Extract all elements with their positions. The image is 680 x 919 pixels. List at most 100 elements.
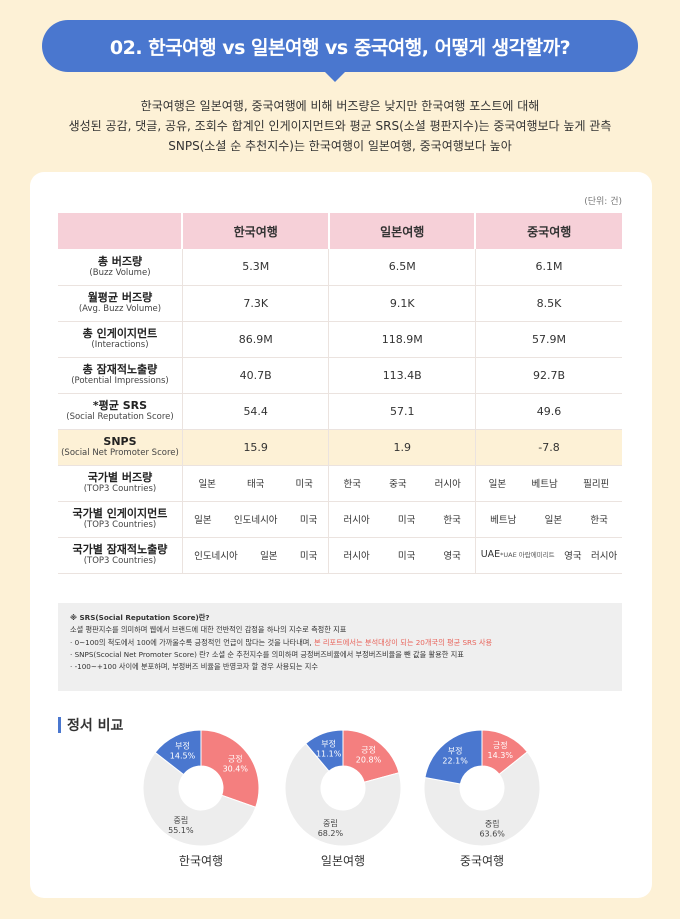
column-header: 일본여행: [327, 213, 476, 249]
country-item: 영국: [564, 551, 582, 562]
donut-title: 중국여행: [459, 854, 505, 868]
country-item: 중국: [389, 479, 407, 490]
row-label-sub: (Social Reputation Score): [66, 412, 174, 422]
slice-name-label: 중립: [323, 819, 338, 828]
table-cell: -7.8: [474, 429, 622, 466]
row-label-main: 총 버즈량: [97, 254, 143, 268]
slice-name-label: 부정: [175, 740, 190, 750]
slice-name-label: 긍정: [228, 754, 243, 764]
slice-name-label: 중립: [174, 816, 189, 825]
row-label-main: 월평균 버즈량: [87, 291, 153, 304]
country-item: 한국: [343, 479, 361, 490]
row-label: 국가별 인게이지먼트 (TOP3 Countries): [58, 501, 183, 538]
table-cell: 6.5M: [328, 249, 476, 286]
row-label-sub: (TOP3 Countries): [83, 484, 157, 494]
table-row-highlighted: SNPS (Social Net Promoter Score) 15.9 1.9…: [58, 429, 622, 466]
table-cell: 베트남 일본 한국: [474, 501, 622, 538]
row-label: 총 버즈량 (Buzz Volume): [58, 249, 183, 286]
country-item: 미국: [397, 551, 416, 562]
table-cell: 1.9: [328, 429, 476, 466]
pie-slice-neutral: [142, 751, 257, 847]
row-label: SNPS (Social Net Promoter Score): [58, 429, 183, 466]
notes-line: · SNPS(Scocial Net Promoter Score) 란? 소셜…: [70, 649, 464, 659]
table-row: 월평균 버즈량 (Avg. Buzz Volume) 7.3K 9.1K 8.5K: [58, 285, 622, 322]
row-label-sub: (Potential Impressions): [71, 376, 169, 386]
slice-name-label: 부정: [448, 746, 463, 756]
row-label-main: 국가별 잠재적노출량: [72, 543, 168, 556]
table-cell: 일본 베트남 필리핀: [474, 465, 622, 502]
country-item: 러시아: [591, 551, 618, 562]
country-item: 일본: [194, 515, 212, 526]
table-cell: 9.1K: [328, 285, 476, 322]
slice-value-label: 22.1%: [442, 757, 468, 766]
notes-line: 소셜 평판지수를 의미하며 웹에서 브랜드에 대한 전반적인 감정을 하나의 지…: [70, 625, 347, 635]
slice-value-label: 14.5%: [170, 751, 196, 760]
country-item: 태국: [246, 479, 265, 490]
country-item-uae: UAE*UAE 아랍에미리트: [481, 549, 555, 561]
table-cell: 5.3M: [181, 249, 329, 286]
table-cell: 일본 인도네시아 미국: [181, 501, 329, 538]
country-item: UAE: [480, 549, 501, 560]
country-item: 러시아: [343, 515, 370, 526]
row-label: 총 잠재적노출량 (Potential Impressions): [58, 357, 183, 394]
row-label-main: 국가별 버즈량: [87, 471, 153, 484]
banner-pointer: [323, 70, 347, 82]
table-row: 국가별 잠재적노출량 (TOP3 Countries) 인도네시아 일본 미국 러시아…: [58, 537, 622, 574]
country-item: 일본: [198, 479, 216, 490]
intro-text: 한국여행은 일본여행, 중국여행에 비해 버즈량은 낮지만 한국여행 포스트에 …: [20, 96, 660, 156]
country-item: 미국: [295, 479, 313, 490]
table-cell: 86.9M: [181, 321, 329, 358]
table-header-empty: [58, 213, 183, 249]
row-label-sub: (Avg. Buzz Volume): [78, 304, 162, 314]
country-item: 일본: [544, 515, 563, 526]
table-row: 총 인게이지먼트 (Interactions) 86.9M 118.9M 57.9…: [58, 321, 622, 358]
slice-name-label: 긍정: [493, 740, 508, 750]
slice-value-label: 30.4%: [223, 765, 249, 774]
country-item: 미국: [397, 515, 416, 526]
notes-line: · -100~+100 사이에 분포하며, 부정버즈 비율을 반영코자 할 경우…: [70, 662, 319, 672]
table-cell: 8.5K: [474, 285, 622, 322]
section-title: 정서 비교: [67, 718, 124, 734]
country-item: 미국: [299, 515, 318, 526]
intro-line: 생성된 공감, 댓글, 공유, 조회수 합계인 인게이지먼트와 평균 SRS(소…: [68, 119, 612, 133]
row-label-sub: (Social Net Promoter Score): [61, 448, 179, 458]
slice-name-label: 부정: [321, 739, 336, 749]
notes-title: ※ SRS(Social Reputation Score)란?: [70, 613, 210, 622]
row-label-main: SNPS: [103, 435, 137, 448]
table-cell: 6.1M: [474, 249, 622, 286]
donut-title: 일본여행: [320, 854, 366, 868]
row-label-sub: (Interactions): [91, 340, 149, 350]
table-cell: 7.3K: [181, 285, 329, 322]
country-item: 한국: [443, 515, 461, 526]
pie-slice-negative: [154, 729, 202, 776]
table-cell: 일본 태국 미국: [181, 465, 329, 502]
table-cell: 40.7B: [181, 357, 329, 394]
section-bar: [58, 717, 61, 733]
table-row: 국가별 인게이지먼트 (TOP3 Countries) 일본 인도네시아 미국 러시아…: [58, 501, 622, 538]
slice-value-label: 14.3%: [488, 751, 514, 760]
pie-slice-neutral: [423, 751, 541, 847]
country-item: 미국: [299, 551, 318, 562]
table-cell: 113.4B: [328, 357, 476, 394]
content-card: (단위: 건) 한국여행 일본여행 중국여행 총 버즈량 (Buzz Volume…: [30, 172, 652, 898]
pie-slice-positive: [200, 729, 260, 808]
table-row: 국가별 버즈량 (TOP3 Countries) 일본 태국 미국 한국 중국 러시아 일…: [58, 465, 622, 502]
row-label: 국가별 버즈량 (TOP3 Countries): [58, 465, 183, 502]
country-item: 일본: [488, 479, 507, 490]
intro-line: SNPS(소셜 순 추천지수)는 한국여행이 일본여행, 중국여행보다 높아: [168, 139, 512, 153]
row-label: *평균 SRS (Social Reputation Score): [58, 393, 183, 430]
intro-line: 한국여행은 일본여행, 중국여행에 비해 버즈량은 낮지만 한국여행 포스트에 …: [140, 99, 540, 113]
donut-chart: 긍정 14.3% 중립 63.6% 부정 22.1%: [422, 728, 542, 848]
row-label-main: 국가별 인게이지먼트: [72, 507, 168, 520]
table-header-row: 한국여행 일본여행 중국여행: [58, 213, 622, 249]
slice-value-label: 68.2%: [318, 829, 344, 838]
row-label-sub: (TOP3 Countries): [83, 556, 157, 566]
country-item: 인도네시아: [233, 515, 278, 526]
row-label-sub: (Buzz Volume): [89, 267, 151, 278]
slice-name-label: 긍정: [361, 745, 376, 755]
table-cell: 15.9: [181, 429, 329, 466]
donut-chart: 긍정 20.8% 중립 68.2% 부정 11.1%: [283, 728, 403, 848]
country-item: 러시아: [343, 551, 370, 562]
donut-chart: 긍정 30.4% 중립 55.1% 부정 14.5%: [141, 728, 261, 848]
